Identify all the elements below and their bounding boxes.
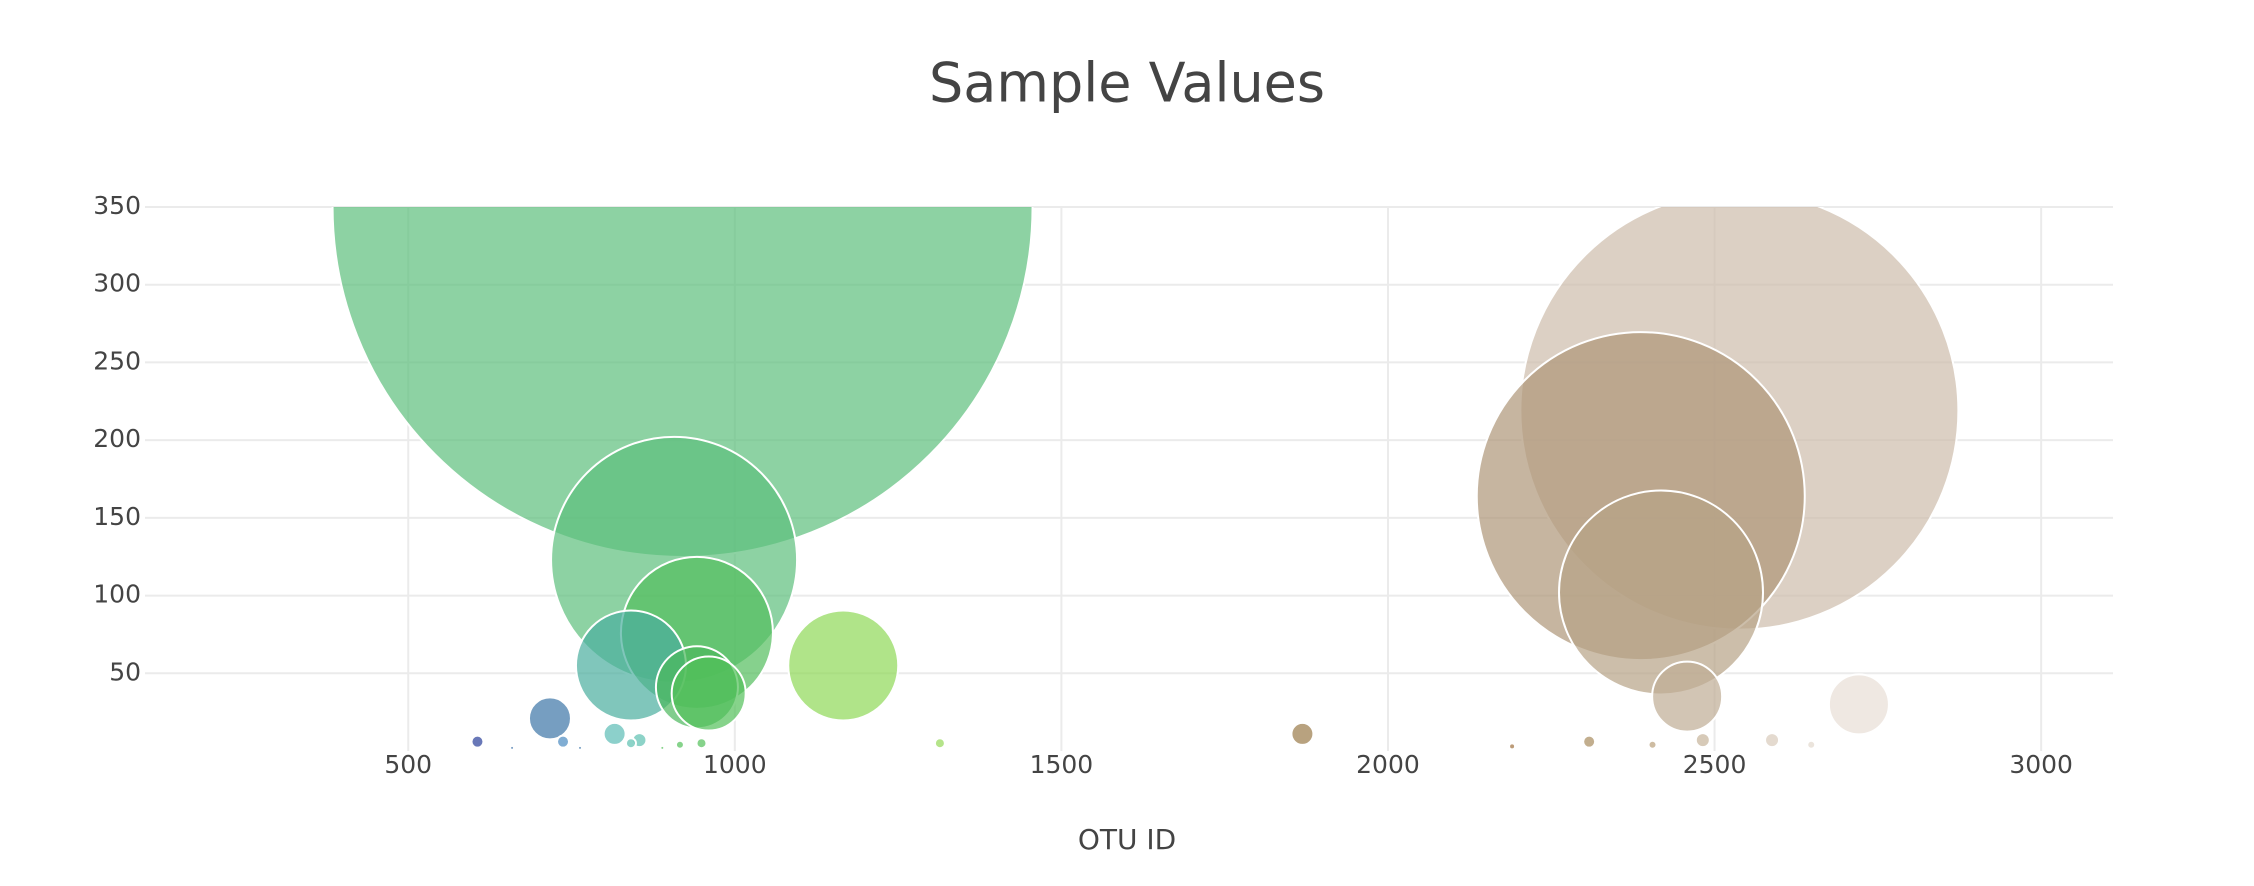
bubble: [1558, 489, 1765, 696]
bubble: [1647, 739, 1658, 750]
bubble: [527, 696, 572, 741]
y-tick-label: 250: [93, 346, 141, 375]
bubble: [659, 744, 666, 751]
bubble: [602, 721, 627, 746]
bubble: [695, 737, 708, 750]
bubble: [787, 609, 900, 722]
bubble: [509, 744, 516, 751]
bubble: [933, 737, 946, 750]
x-tick-label: 2500: [1683, 750, 1747, 779]
bubble: [674, 739, 685, 750]
bubble: [1827, 673, 1890, 736]
bubble: [470, 734, 485, 749]
y-tick-label: 300: [93, 269, 141, 298]
y-tick-label: 350: [93, 191, 141, 220]
x-tick-label: 1500: [1030, 750, 1094, 779]
chart-title: Sample Values: [929, 52, 1325, 115]
x-axis-label: OTU ID: [1078, 823, 1176, 856]
bubble: [1582, 734, 1597, 749]
bubble: [670, 655, 747, 732]
bubble: [556, 734, 571, 749]
bubble: [577, 744, 584, 751]
x-tick-label: 1000: [703, 750, 767, 779]
bubble: [1694, 732, 1711, 749]
bubble: [1508, 742, 1517, 751]
x-tick-label: 3000: [2009, 750, 2073, 779]
y-tick-label: 50: [109, 657, 141, 686]
bubble: [1764, 732, 1781, 749]
bubbles: [331, 207, 1960, 751]
x-tick-label: 2000: [1356, 750, 1420, 779]
y-tick-label: 200: [93, 424, 141, 453]
y-tick-label: 100: [93, 580, 141, 609]
bubble: [1290, 721, 1315, 746]
x-tick-label: 500: [384, 750, 432, 779]
y-tick-label: 150: [93, 502, 141, 531]
bubble: [1651, 660, 1724, 733]
bubble: [624, 737, 637, 750]
bubble: [1806, 739, 1817, 750]
